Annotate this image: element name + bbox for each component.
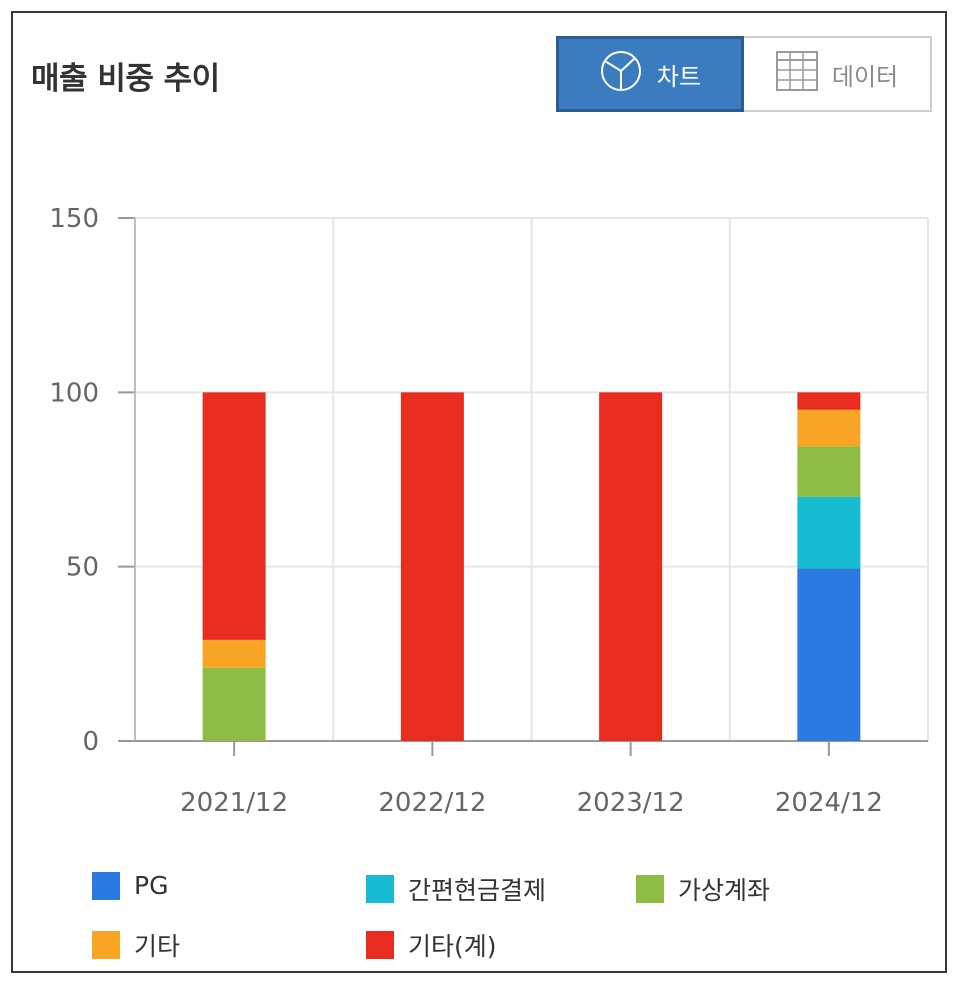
legend-swatch-pg xyxy=(92,871,120,900)
legend-item-pg[interactable]: PG xyxy=(92,871,168,900)
legend-label-pg: PG xyxy=(134,871,169,900)
chart-panel: 매출 비중 추이 차트 xyxy=(11,11,947,973)
pie-chart-icon xyxy=(599,49,643,99)
legend-item-other-total[interactable]: 기타(계) xyxy=(366,927,497,963)
x-tick-label: 2021/12 xyxy=(180,788,288,818)
bar-segment xyxy=(400,392,464,741)
table-grid-icon xyxy=(775,51,818,97)
y-tick-label: 0 xyxy=(82,727,99,757)
chart-view-label: 차트 xyxy=(656,62,702,91)
legend-item-simple-cash[interactable]: 간편현금결제 xyxy=(366,871,546,907)
y-tick-label: 150 xyxy=(49,204,99,234)
bar-segment xyxy=(202,667,266,741)
bar-segment xyxy=(202,392,266,640)
y-tick-label: 100 xyxy=(49,378,99,408)
chart-view-button[interactable]: 차트 xyxy=(556,36,744,112)
legend-swatch-other-total xyxy=(366,931,394,959)
bar-segment xyxy=(797,568,861,741)
data-view-button[interactable]: 데이터 xyxy=(744,36,932,112)
legend-swatch-simple-cash xyxy=(366,875,394,903)
legend-item-other[interactable]: 기타 xyxy=(92,927,180,963)
legend-swatch-other xyxy=(92,931,120,959)
page-title: 매출 비중 추이 xyxy=(31,61,220,97)
bar-segment xyxy=(797,409,861,447)
view-toggle: 차트 데이터 xyxy=(556,36,932,112)
x-tick-label: 2024/12 xyxy=(775,788,883,818)
bar-segment xyxy=(797,392,861,410)
bar-segment xyxy=(599,392,663,741)
legend-swatch-virtual-account xyxy=(636,875,664,903)
legend-item-virtual-account[interactable]: 가상계좌 xyxy=(636,871,770,907)
legend-label-other: 기타 xyxy=(134,932,181,961)
y-tick-label: 50 xyxy=(66,553,99,583)
legend-label-other-total: 기타(계) xyxy=(408,932,497,961)
bar-segment xyxy=(797,446,861,497)
x-tick-label: 2023/12 xyxy=(577,788,685,818)
bar-segment xyxy=(202,639,266,668)
legend-label-virtual-account: 가상계좌 xyxy=(678,876,771,905)
legend-label-simple-cash: 간편현금결제 xyxy=(408,876,547,905)
x-tick-label: 2022/12 xyxy=(378,788,486,818)
bar-segment xyxy=(797,496,861,569)
data-view-label: 데이터 xyxy=(831,62,899,91)
